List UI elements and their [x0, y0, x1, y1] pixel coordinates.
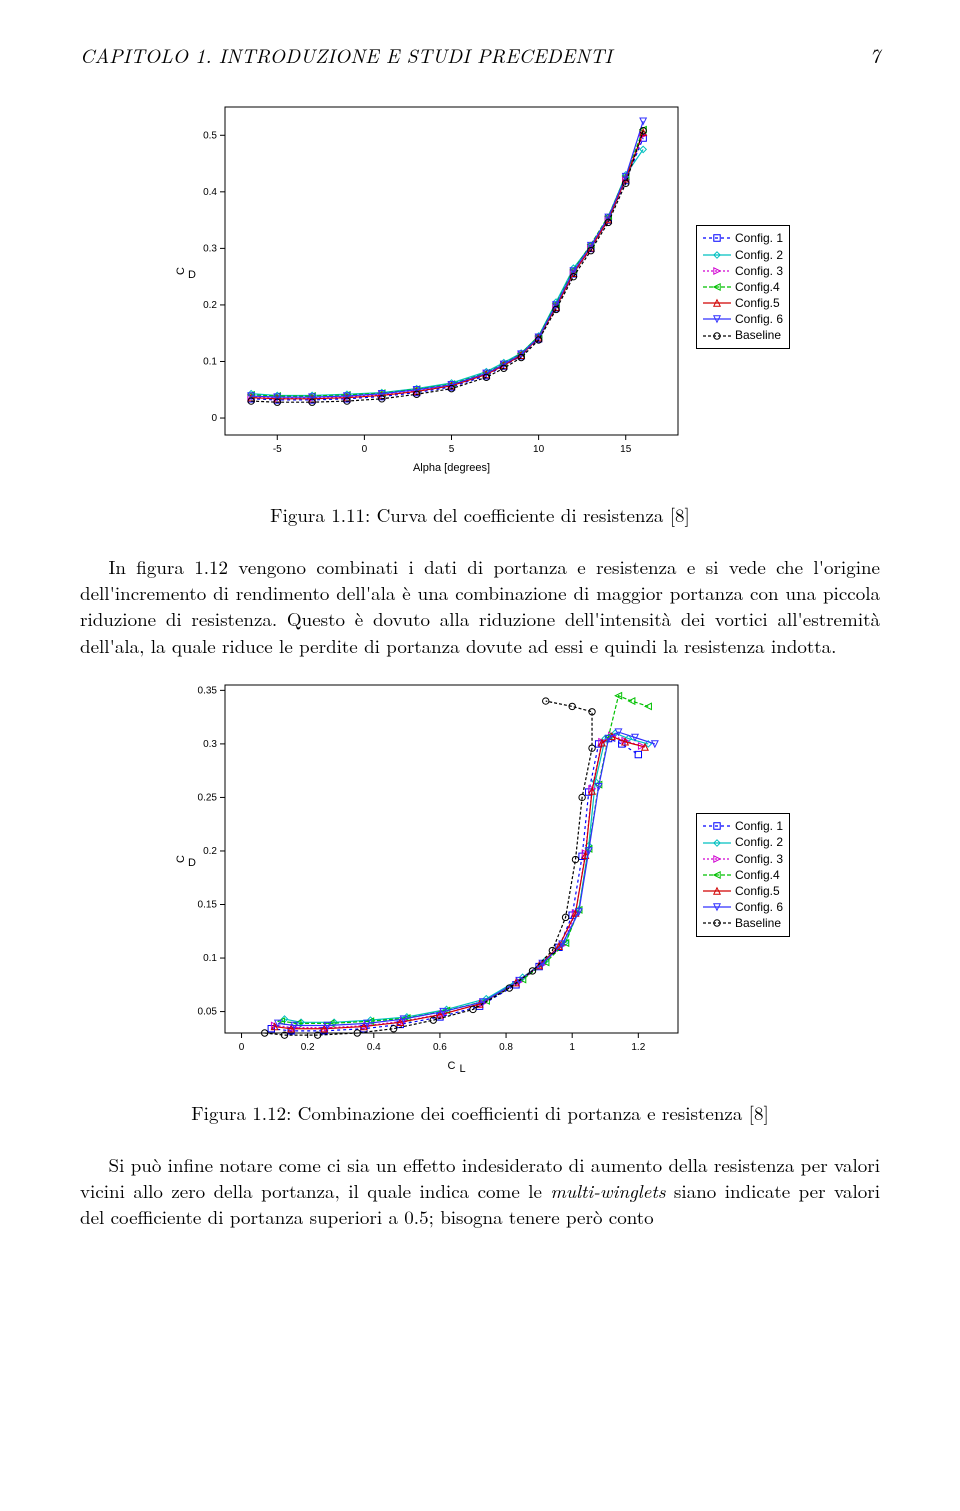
svg-text:15: 15 [620, 444, 632, 455]
svg-text:0.3: 0.3 [203, 739, 217, 750]
svg-text:0.4: 0.4 [367, 1042, 381, 1053]
figure-1-11-chart-wrap: -5 0 5 10 15 0 0.1 0.2 0.3 0.4 0.5 Alpha [degrees] C… [170, 97, 790, 477]
legend-item: Config. 2 [703, 834, 783, 850]
legend-item: Config. 2 [703, 247, 783, 263]
svg-text:10: 10 [533, 444, 545, 455]
svg-text:0: 0 [211, 413, 217, 424]
legend-label: Config.5 [735, 295, 780, 311]
legend-label: Config. 6 [735, 311, 783, 327]
svg-text:0.3: 0.3 [203, 243, 217, 254]
figure-1-11-chart: -5 0 5 10 15 0 0.1 0.2 0.3 0.4 0.5 Alpha [degrees] C… [170, 97, 690, 477]
legend-item: Config.4 [703, 279, 783, 295]
figure-1-11-legend: Config. 1Config. 2Config. 3Config.4Confi… [696, 225, 790, 348]
legend-item: Config. 6 [703, 899, 783, 915]
svg-text:C: C [175, 855, 187, 863]
legend-label: Config. 3 [735, 263, 783, 279]
svg-text:0: 0 [362, 444, 368, 455]
legend-item: Config.4 [703, 867, 783, 883]
legend-item: Config. 1 [703, 230, 783, 246]
legend-item: Config. 3 [703, 851, 783, 867]
header-chapter-title: CAPITOLO 1. INTRODUZIONE E STUDI PRECEDE… [80, 40, 612, 69]
svg-text:-5: -5 [273, 444, 282, 455]
svg-text:0: 0 [239, 1042, 245, 1053]
svg-text:0.05: 0.05 [198, 1006, 218, 1017]
figure-1-12-chart: 0 0.2 0.4 0.6 0.8 1 1.2 0.05 0.1 0.15 0.2 0.25 0.3 0.… [170, 675, 690, 1075]
figure-1-11-caption: Figura 1.11: Curva del coefficiente di r… [80, 501, 880, 528]
legend-label: Config. 2 [735, 834, 783, 850]
svg-text:0.1: 0.1 [203, 953, 217, 964]
legend-item: Config. 1 [703, 818, 783, 834]
svg-text:0.2: 0.2 [203, 846, 217, 857]
svg-text:0.4: 0.4 [203, 187, 217, 198]
legend-item: Config. 3 [703, 263, 783, 279]
legend-label: Config. 6 [735, 899, 783, 915]
legend-item: Config.5 [703, 295, 783, 311]
legend-label: Config.4 [735, 867, 780, 883]
figure-1-12: 0 0.2 0.4 0.6 0.8 1 1.2 0.05 0.1 0.15 0.2 0.25 0.3 0.… [80, 675, 880, 1126]
paragraph-1: In figura 1.12 vengono combinati i dati … [80, 554, 880, 659]
paragraph-2: Si può infine notare come ci sia un effe… [80, 1152, 880, 1231]
legend-label: Config. 2 [735, 247, 783, 263]
svg-text:0.25: 0.25 [198, 792, 218, 803]
header-page-number: 7 [870, 40, 880, 69]
page-header: CAPITOLO 1. INTRODUZIONE E STUDI PRECEDE… [80, 40, 880, 69]
figure-1-12-caption: Figura 1.12: Combinazione dei coefficien… [80, 1099, 880, 1126]
legend-label: Config. 3 [735, 851, 783, 867]
legend-item: Config.5 [703, 883, 783, 899]
svg-text:1: 1 [569, 1042, 575, 1053]
legend-label: Baseline [735, 915, 781, 931]
legend-label: Config. 1 [735, 230, 783, 246]
svg-text:0.1: 0.1 [203, 356, 217, 367]
svg-text:0.35: 0.35 [198, 685, 218, 696]
svg-text:0.15: 0.15 [198, 899, 218, 910]
svg-text:D: D [188, 857, 196, 869]
svg-text:L: L [459, 1063, 465, 1075]
legend-item: Baseline [703, 915, 783, 931]
svg-text:0.8: 0.8 [499, 1042, 513, 1053]
legend-label: Config.4 [735, 279, 780, 295]
legend-item: Baseline [703, 327, 783, 343]
svg-text:1.2: 1.2 [631, 1042, 645, 1053]
svg-text:C: C [175, 267, 187, 275]
legend-label: Config.5 [735, 883, 780, 899]
figure-1-11: -5 0 5 10 15 0 0.1 0.2 0.3 0.4 0.5 Alpha [degrees] C… [80, 97, 880, 528]
svg-text:0.2: 0.2 [301, 1042, 315, 1053]
figure-1-12-chart-wrap: 0 0.2 0.4 0.6 0.8 1 1.2 0.05 0.1 0.15 0.2 0.25 0.3 0.… [170, 675, 790, 1075]
legend-item: Config. 6 [703, 311, 783, 327]
multi-winglets-term: multi-winglets [550, 1177, 665, 1204]
svg-text:D: D [188, 269, 196, 281]
svg-text:5: 5 [449, 444, 455, 455]
legend-label: Config. 1 [735, 818, 783, 834]
svg-text:0.5: 0.5 [203, 130, 217, 141]
svg-text:C: C [448, 1060, 456, 1072]
figure-1-12-legend: Config. 1Config. 2Config. 3Config.4Confi… [696, 813, 790, 936]
svg-text:0.6: 0.6 [433, 1042, 447, 1053]
legend-label: Baseline [735, 327, 781, 343]
svg-text:Alpha [degrees]: Alpha [degrees] [413, 462, 490, 474]
svg-text:0.2: 0.2 [203, 300, 217, 311]
